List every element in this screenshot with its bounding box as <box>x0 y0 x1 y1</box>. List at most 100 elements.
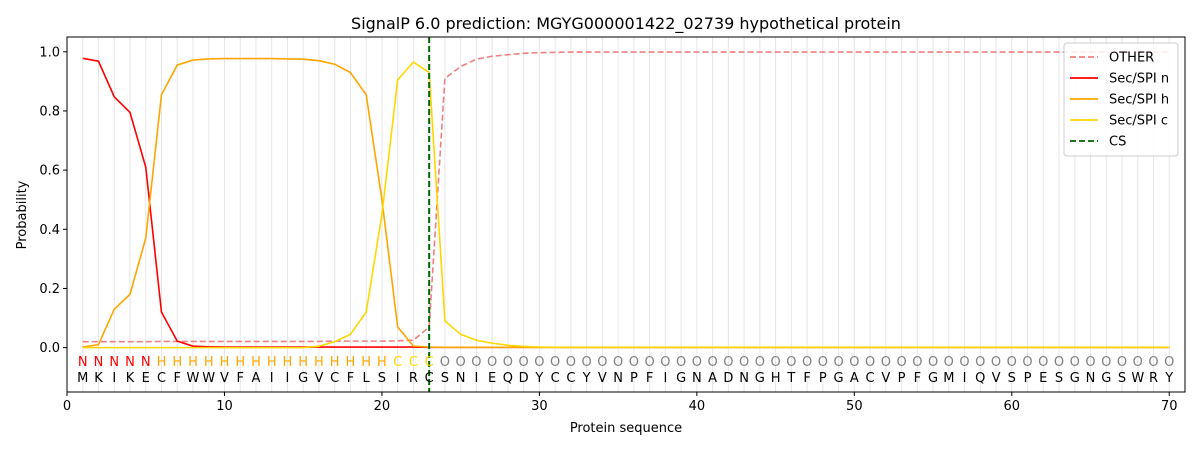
region-label: O <box>833 355 843 370</box>
y-axis-label: Probability <box>15 180 30 249</box>
y-tick-label: 0.4 <box>39 223 60 238</box>
region-label: O <box>456 355 466 370</box>
region-label: O <box>1007 355 1017 370</box>
residue-label: F <box>347 371 354 386</box>
residue-label: V <box>314 371 323 386</box>
residue-label: N <box>456 371 466 386</box>
residue-label: M <box>943 371 954 386</box>
region-label: H <box>157 355 167 370</box>
residue-label: P <box>819 371 827 386</box>
y-tick-label: 0.6 <box>39 164 60 179</box>
region-label: O <box>566 355 576 370</box>
series-layer <box>82 37 1170 392</box>
legend-box <box>1063 42 1179 157</box>
region-label: C <box>425 355 434 370</box>
residue-label: I <box>963 371 967 386</box>
region-label: O <box>1101 355 1111 370</box>
residue-label: I <box>396 371 400 386</box>
residue-label: V <box>220 371 229 386</box>
region-label: O <box>1117 355 1127 370</box>
region-label: H <box>235 355 245 370</box>
residue-label: Q <box>975 371 985 386</box>
region-label: H <box>314 355 324 370</box>
residue-label: C <box>866 371 875 386</box>
region-label: C <box>409 355 418 370</box>
region-label: O <box>660 355 670 370</box>
residue-label: G <box>755 371 765 386</box>
residue-label: N <box>613 371 623 386</box>
residue-label: G <box>298 371 308 386</box>
residue-label: S <box>1008 371 1016 386</box>
region-label: O <box>802 355 812 370</box>
region-label: O <box>723 355 733 370</box>
region-label: O <box>1070 355 1080 370</box>
region-label: O <box>818 355 828 370</box>
y-tick-label: 0.2 <box>39 282 60 297</box>
region-label: H <box>220 355 230 370</box>
residue-label: A <box>708 371 717 386</box>
region-label: H <box>283 355 293 370</box>
region-label: O <box>786 355 796 370</box>
x-tick-label: 30 <box>531 399 548 414</box>
residue-label: V <box>992 371 1001 386</box>
residue-label: S <box>1118 371 1126 386</box>
region-label: O <box>896 355 906 370</box>
region-label: O <box>975 355 985 370</box>
residue-label: P <box>898 371 906 386</box>
series-line-other <box>82 51 1170 343</box>
residue-label: M <box>77 371 88 386</box>
region-label: H <box>346 355 356 370</box>
residue-label: E <box>142 371 150 386</box>
residue-label: G <box>676 371 686 386</box>
residue-label: I <box>112 371 116 386</box>
residue-label: F <box>646 371 653 386</box>
residue-label: D <box>519 371 529 386</box>
residue-label: P <box>630 371 638 386</box>
x-tick-label: 60 <box>1004 399 1021 414</box>
region-label: O <box>865 355 875 370</box>
residue-label: F <box>914 371 921 386</box>
region-label: H <box>330 355 340 370</box>
region-label: O <box>770 355 780 370</box>
y-tick-label: 0.8 <box>39 104 60 119</box>
region-label: H <box>204 355 214 370</box>
residue-label: Y <box>582 371 591 386</box>
series-line-sec-spi-c <box>82 61 1170 349</box>
residue-label: E <box>488 371 496 386</box>
region-label: O <box>959 355 969 370</box>
region-label: O <box>534 355 544 370</box>
residue-label: N <box>739 371 749 386</box>
region-label: O <box>503 355 513 370</box>
residue-label: A <box>850 371 859 386</box>
residue-label: K <box>94 371 103 386</box>
region-label: N <box>109 355 119 370</box>
residue-label: C <box>425 371 434 386</box>
residue-label: Y <box>1164 371 1173 386</box>
region-label: O <box>928 355 938 370</box>
region-label: O <box>1085 355 1095 370</box>
residue-label: N <box>692 371 702 386</box>
region-label: O <box>944 355 954 370</box>
sequence-labels: MNKNINKNENCHFHWHWHVHFHAHIHIHGHVHCHFHLHSH… <box>77 355 1174 386</box>
region-label: O <box>676 355 686 370</box>
region-label: H <box>267 355 277 370</box>
region-label: O <box>550 355 560 370</box>
residue-label: F <box>803 371 810 386</box>
x-tick-label: 50 <box>846 399 863 414</box>
region-label: O <box>1022 355 1032 370</box>
residue-label: G <box>834 371 844 386</box>
region-label: H <box>298 355 308 370</box>
chart-title: SignalP 6.0 prediction: MGYG000001422_02… <box>351 14 901 34</box>
residue-label: C <box>157 371 166 386</box>
residue-label: C <box>551 371 560 386</box>
region-label: O <box>597 355 607 370</box>
residue-label: R <box>1149 371 1158 386</box>
residue-label: S <box>441 371 449 386</box>
residue-label: T <box>786 371 795 386</box>
region-label: O <box>1164 355 1174 370</box>
residue-label: W <box>187 371 200 386</box>
x-tick-label: 20 <box>374 399 391 414</box>
region-label: N <box>94 355 104 370</box>
x-tick-label: 70 <box>1161 399 1178 414</box>
